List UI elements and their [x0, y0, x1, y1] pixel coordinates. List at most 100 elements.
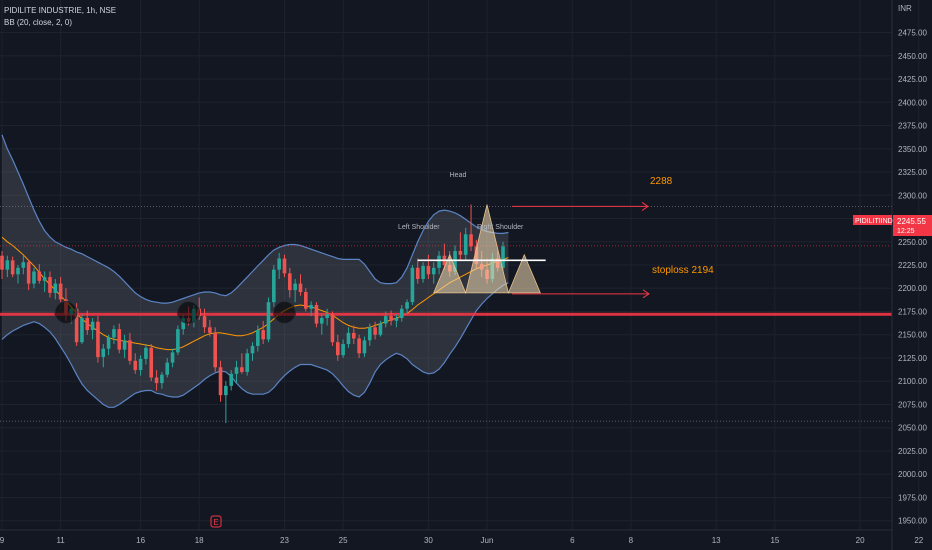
candle-body[interactable]	[74, 308, 79, 343]
candle-body[interactable]	[463, 234, 468, 255]
candle-body[interactable]	[453, 251, 457, 272]
candle-body[interactable]	[96, 321, 100, 358]
price-tick-label[interactable]: 2225.00	[898, 261, 927, 270]
candle-body[interactable]	[202, 316, 207, 328]
time-tick-label[interactable]: 30	[424, 536, 433, 545]
candle-body[interactable]	[10, 260, 15, 275]
candle-body[interactable]	[218, 367, 223, 396]
candle-body[interactable]	[90, 321, 95, 331]
candle-body[interactable]	[250, 345, 255, 354]
candle-body[interactable]	[304, 291, 308, 309]
highlight-circles[interactable]	[54, 300, 296, 324]
candle-body[interactable]	[288, 273, 292, 291]
candle-body[interactable]	[160, 374, 164, 384]
highlight-circle[interactable]	[54, 300, 78, 324]
time-tick-label[interactable]: 6	[570, 536, 575, 545]
candle-body[interactable]	[256, 330, 260, 346]
price-tick-label[interactable]: 2450.00	[898, 52, 927, 61]
candle-body[interactable]	[80, 318, 84, 343]
event-marker-glyph[interactable]: E	[213, 518, 218, 527]
candle-body[interactable]	[154, 377, 159, 384]
candle-body[interactable]	[330, 314, 335, 343]
time-tick-label[interactable]: 13	[712, 536, 721, 545]
target-label[interactable]: 2288	[650, 176, 673, 187]
time-tick-label[interactable]: 20	[856, 536, 865, 545]
candle-body[interactable]	[37, 271, 42, 281]
candle-body[interactable]	[181, 318, 186, 330]
candle-body[interactable]	[53, 283, 58, 293]
candle-body[interactable]	[378, 323, 383, 335]
stoploss-label[interactable]: stoploss 2194	[652, 265, 714, 276]
time-tick-label[interactable]: 9	[0, 536, 5, 545]
highlight-circle[interactable]	[272, 300, 296, 324]
annotations[interactable]: Head Left Shoulder Right Shoulder 2288 s…	[398, 172, 714, 276]
candle-body[interactable]	[245, 353, 249, 372]
symbol-title[interactable]: PIDILITE INDUSTRIE, 1h, NSE	[4, 6, 117, 15]
candle-body[interactable]	[415, 267, 420, 279]
candle-body[interactable]	[293, 283, 297, 291]
price-tick-label[interactable]: 1950.00	[898, 517, 927, 526]
head-and-shoulders-pattern[interactable]	[417, 202, 650, 299]
candle-body[interactable]	[421, 265, 425, 279]
price-tick-label[interactable]: 2300.00	[898, 191, 927, 200]
candle-body[interactable]	[240, 367, 244, 372]
price-tick-label[interactable]: 1975.00	[898, 494, 927, 503]
candle-body[interactable]	[426, 265, 431, 275]
price-tick-label[interactable]: 2425.00	[898, 75, 927, 84]
price-tick-label[interactable]: 2050.00	[898, 424, 927, 433]
target-arrow-head[interactable]	[641, 202, 649, 211]
candle-body[interactable]	[373, 327, 377, 335]
candle-body[interactable]	[298, 283, 303, 292]
time-tick-label[interactable]: 23	[280, 536, 289, 545]
right-shoulder-label[interactable]: Right Shoulder	[477, 224, 524, 231]
price-axis-ticks[interactable]: 1950.00 1975.00 2000.00 2025.00 2050.00 2075.…	[898, 29, 927, 526]
candle-body[interactable]	[314, 304, 319, 324]
candle-body[interactable]	[325, 314, 329, 318]
candle-body[interactable]	[117, 329, 122, 350]
indicator-title[interactable]: BB (20, close, 2, 0)	[4, 18, 73, 27]
candle-body[interactable]	[383, 316, 388, 324]
candle-body[interactable]	[21, 262, 26, 268]
candle-body[interactable]	[394, 318, 399, 321]
candle-body[interactable]	[5, 260, 10, 270]
time-tick-label[interactable]: 15	[770, 536, 779, 545]
support-level-line[interactable]	[0, 312, 892, 316]
candle-body[interactable]	[405, 302, 409, 309]
highlight-circle[interactable]	[177, 300, 201, 324]
candle-body[interactable]	[362, 340, 367, 354]
candle-body[interactable]	[112, 329, 116, 338]
time-tick-label[interactable]: 16	[136, 536, 145, 545]
price-tick-label[interactable]: 2250.00	[898, 238, 927, 247]
candle-body[interactable]	[42, 277, 47, 281]
candle-body[interactable]	[351, 332, 356, 339]
time-axis-ticks[interactable]: 9 11 16 18 23 25 30 Jun 6 8 13 15 20 22	[0, 536, 924, 545]
earnings-event-marker[interactable]: E	[210, 515, 222, 528]
candle-body[interactable]	[266, 302, 271, 340]
candle-body[interactable]	[346, 332, 351, 345]
candle-body[interactable]	[32, 271, 36, 284]
candle-body[interactable]	[357, 338, 361, 354]
candle-body[interactable]	[101, 348, 106, 358]
price-tick-label[interactable]: 2325.00	[898, 168, 927, 177]
price-tick-label[interactable]: 2350.00	[898, 145, 927, 154]
candle-body[interactable]	[106, 337, 111, 349]
candle-body[interactable]	[48, 277, 52, 293]
candle-body[interactable]	[0, 255, 4, 270]
candle-body[interactable]	[320, 318, 324, 324]
candle-body[interactable]	[133, 360, 138, 371]
candle-body[interactable]	[229, 373, 233, 386]
event-marker-box[interactable]	[210, 515, 222, 528]
head-label[interactable]: Head	[450, 172, 467, 179]
price-tick-label[interactable]: 2000.00	[898, 470, 927, 479]
candle-body[interactable]	[213, 332, 217, 368]
candle-body[interactable]	[138, 358, 143, 371]
candle-body[interactable]	[58, 283, 63, 300]
candle-body[interactable]	[272, 269, 276, 303]
candle-body[interactable]	[224, 385, 228, 396]
time-tick-label[interactable]: 18	[195, 536, 204, 545]
candle-body[interactable]	[335, 342, 340, 356]
left-shoulder-label[interactable]: Left Shoulder	[398, 224, 440, 231]
candle-body[interactable]	[26, 262, 31, 284]
candle-body[interactable]	[431, 267, 436, 275]
